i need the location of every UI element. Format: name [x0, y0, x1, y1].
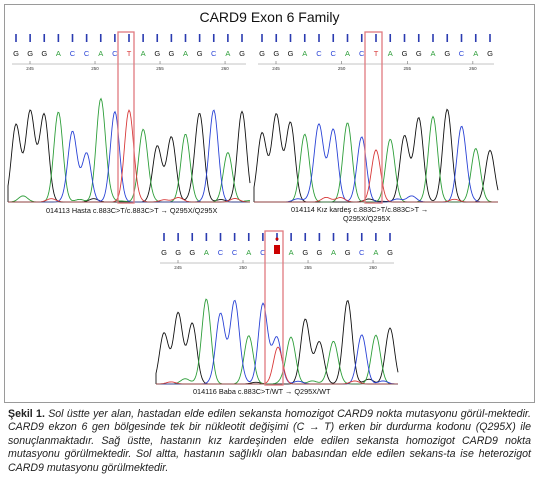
mutation-highlight-box — [117, 31, 135, 204]
figure-caption: Şekil 1. Sol üstte yer alan, hastadan el… — [8, 408, 531, 475]
position-number: 245 — [26, 66, 34, 71]
base-call-letter: G — [273, 49, 279, 58]
base-call-letter: G — [239, 49, 245, 58]
base-call-letter: C — [112, 49, 118, 58]
base-call-letter: G — [288, 49, 294, 58]
base-call-letter: A — [204, 248, 209, 257]
base-call-letter: A — [473, 49, 478, 58]
base-call-letter: A — [98, 49, 103, 58]
base-call-letter: G — [402, 49, 408, 58]
caption-label: Şekil 1. — [8, 408, 45, 420]
base-call-letter: G — [416, 49, 422, 58]
base-call-letter: C — [218, 248, 224, 257]
panel-label-sister: 014114 Kız kardeş c.883C>T/c.883C>T → Q2… — [291, 205, 428, 223]
trace-C — [8, 109, 250, 203]
trace-A — [156, 298, 398, 385]
base-call-letter: A — [388, 49, 393, 58]
base-call-letter: G — [168, 49, 174, 58]
base-call-letter: C — [70, 49, 76, 58]
base-call-letter: A — [246, 248, 251, 257]
base-call-letter: G — [175, 248, 181, 257]
trace-C — [156, 299, 398, 385]
base-call-letter: C — [316, 49, 322, 58]
trace-G — [253, 108, 499, 203]
base-call-letter: C — [331, 49, 337, 58]
caption-text: Sol üstte yer alan, hastadan elde edilen… — [8, 408, 531, 474]
figure-frame — [4, 4, 535, 403]
heterozygous-base-marker — [274, 245, 280, 254]
position-number: 260 — [469, 66, 477, 71]
base-call-letter: A — [225, 49, 230, 58]
mutation-highlight-box — [364, 31, 383, 204]
position-number: 255 — [156, 66, 164, 71]
base-call-letter: T — [374, 49, 379, 58]
trace-A — [254, 115, 498, 203]
position-number: 260 — [221, 66, 229, 71]
base-call-letter: G — [387, 248, 393, 257]
position-number: 245 — [272, 66, 280, 71]
panel-label-sister-line1: 014114 Kız kardeş c.883C>T/c.883C>T → — [291, 205, 429, 214]
trace-T — [156, 346, 398, 385]
base-call-letter: C — [459, 49, 465, 58]
position-number: 250 — [338, 66, 346, 71]
base-call-letter: G — [487, 49, 493, 58]
base-call-letter: G — [345, 248, 351, 257]
base-call-letter: G — [444, 49, 450, 58]
position-number: 255 — [403, 66, 411, 71]
base-call-letter: G — [302, 248, 308, 257]
base-call-letter: A — [183, 49, 188, 58]
base-call-letter: G — [197, 49, 203, 58]
figure-title: CARD9 Exon 6 Family — [199, 9, 340, 25]
panel-label-sister-line2: Q295X/Q295X — [343, 214, 391, 223]
base-call-letter: C — [359, 49, 365, 58]
base-call-letter: G — [27, 49, 33, 58]
position-number: 250 — [239, 265, 247, 270]
trace-G — [155, 300, 399, 385]
base-call-letter: C — [232, 248, 238, 257]
base-call-letter: G — [316, 248, 322, 257]
position-number: 245 — [174, 265, 182, 270]
base-call-letter: A — [430, 49, 435, 58]
position-number: 255 — [304, 265, 312, 270]
panel-label-proband: 014113 Hasta c.883C>T/c.883C>T → Q295X/Q… — [46, 206, 217, 215]
base-call-letter: A — [56, 49, 61, 58]
base-call-letter: G — [41, 49, 47, 58]
mutation-highlight-box — [264, 230, 284, 386]
base-call-letter: C — [84, 49, 90, 58]
base-call-letter: G — [13, 49, 19, 58]
base-call-letter: C — [359, 248, 365, 257]
base-call-letter: A — [331, 248, 336, 257]
trace-T — [8, 109, 250, 203]
base-call-letter: A — [141, 49, 146, 58]
base-call-letter: G — [259, 49, 265, 58]
position-number: 250 — [91, 66, 99, 71]
trace-C — [254, 122, 498, 203]
base-call-letter: A — [289, 248, 294, 257]
panel-label-proband-line1: 014113 Hasta c.883C>T/c.883C>T → Q295X/Q… — [46, 206, 218, 215]
base-call-letter: C — [260, 248, 266, 257]
base-call-letter: G — [154, 49, 160, 58]
base-call-letter: T — [127, 49, 132, 58]
base-call-letter: C — [211, 49, 217, 58]
heterozygous-dot — [275, 237, 279, 241]
position-number: 260 — [369, 265, 377, 270]
base-call-letter: A — [302, 49, 307, 58]
base-call-letter: A — [373, 248, 378, 257]
base-call-letter: G — [161, 248, 167, 257]
trace-G — [7, 109, 251, 203]
trace-T — [254, 149, 498, 203]
base-call-letter: G — [189, 248, 195, 257]
panel-label-father-line1: 014116 Baba c.883C>T/WT → Q295X/WT — [193, 387, 331, 396]
base-call-letter: A — [345, 49, 350, 58]
panel-label-father: 014116 Baba c.883C>T/WT → Q295X/WT — [193, 387, 330, 396]
